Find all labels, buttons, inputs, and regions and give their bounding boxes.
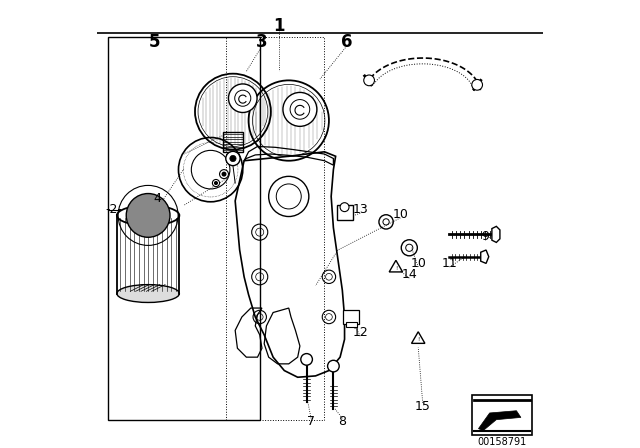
Bar xyxy=(343,310,359,323)
Text: !: ! xyxy=(417,337,419,342)
Circle shape xyxy=(364,75,374,86)
Text: 1: 1 xyxy=(273,17,285,35)
Text: 6: 6 xyxy=(341,33,353,51)
Circle shape xyxy=(214,182,218,185)
Text: 12: 12 xyxy=(352,326,368,339)
Text: 14: 14 xyxy=(401,268,417,281)
Text: 5: 5 xyxy=(149,33,161,51)
Bar xyxy=(108,37,260,420)
Circle shape xyxy=(472,79,483,90)
Text: !: ! xyxy=(395,266,397,271)
Circle shape xyxy=(340,202,349,211)
Polygon shape xyxy=(492,226,500,242)
Text: 10: 10 xyxy=(410,257,426,270)
Bar xyxy=(346,323,356,327)
Circle shape xyxy=(230,155,236,162)
Text: 15: 15 xyxy=(415,400,431,413)
Text: 7: 7 xyxy=(307,415,315,428)
Bar xyxy=(472,395,532,435)
Bar xyxy=(227,37,324,420)
Bar xyxy=(337,205,353,220)
Text: 00158791: 00158791 xyxy=(477,437,527,447)
Bar xyxy=(223,132,243,152)
Circle shape xyxy=(226,151,240,166)
Text: 13: 13 xyxy=(352,203,368,216)
Text: -2-: -2- xyxy=(106,203,122,216)
Circle shape xyxy=(328,360,339,372)
Circle shape xyxy=(212,180,220,187)
Circle shape xyxy=(228,84,257,112)
Circle shape xyxy=(301,353,312,365)
Ellipse shape xyxy=(117,284,179,302)
Text: 3: 3 xyxy=(256,33,268,51)
Polygon shape xyxy=(479,411,521,431)
Text: 8: 8 xyxy=(339,415,346,428)
Polygon shape xyxy=(481,250,489,263)
Circle shape xyxy=(222,172,226,176)
Text: 9: 9 xyxy=(481,230,489,243)
Circle shape xyxy=(283,92,317,126)
Text: 11: 11 xyxy=(442,257,458,270)
Text: 10: 10 xyxy=(392,208,408,221)
Text: 4: 4 xyxy=(153,192,161,205)
Circle shape xyxy=(126,194,170,237)
Circle shape xyxy=(220,170,228,179)
